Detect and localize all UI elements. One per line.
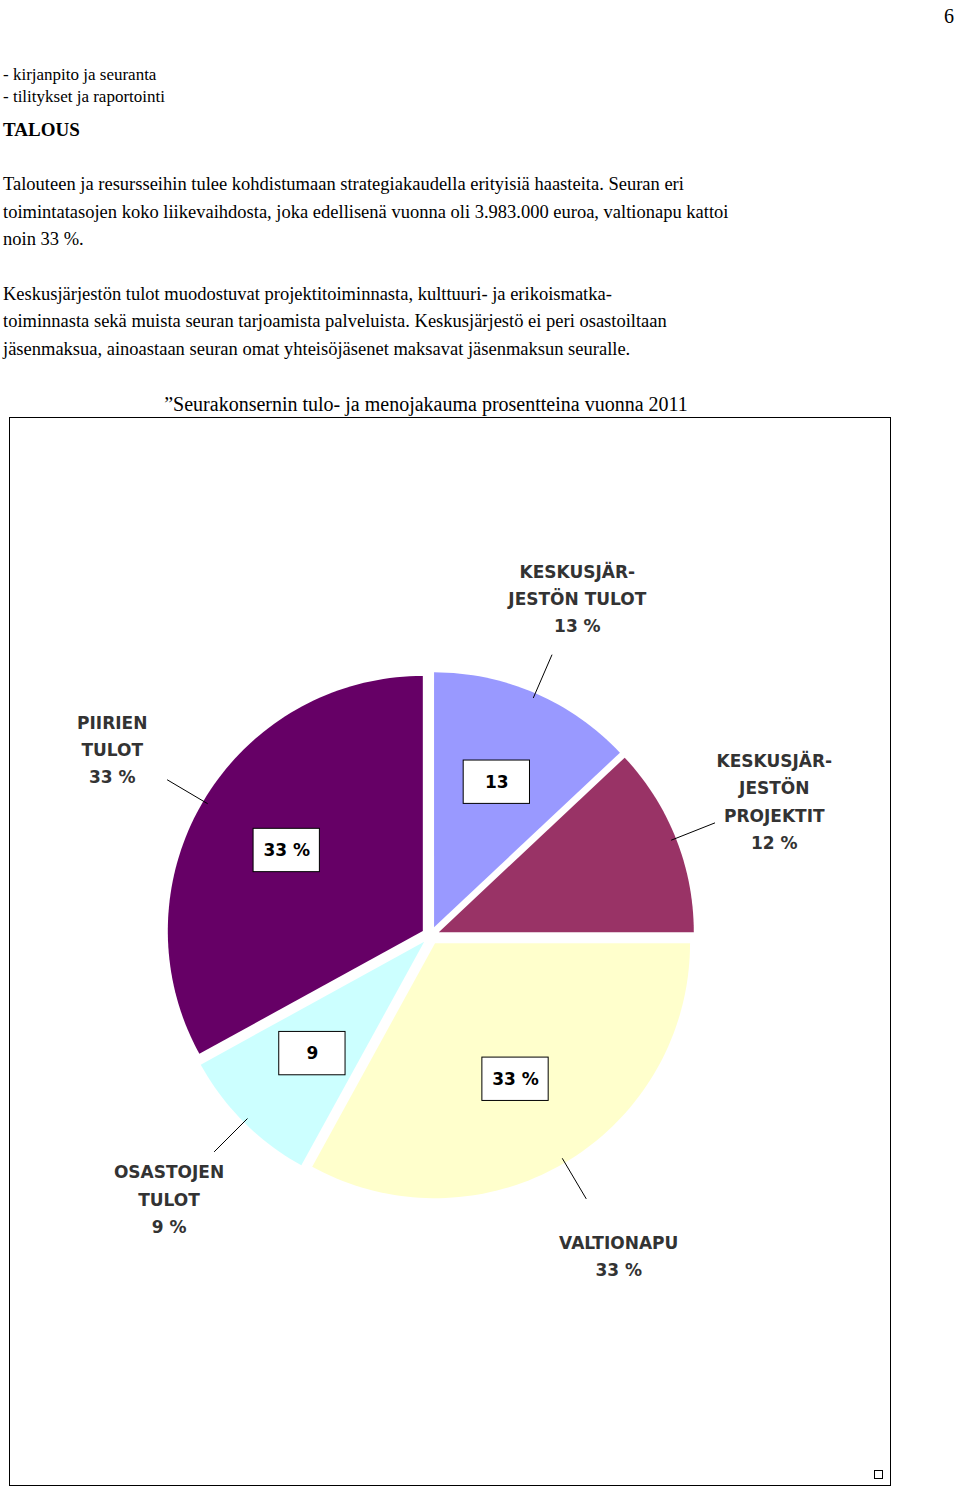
html-text:”Seurakonsernin tulo- ja menoj: ”Seurakonsernin tulo- ja menojakauma pro… — [164, 393, 688, 415]
html-text:toiminnasta sekä muista seuran: toiminnasta sekä muista seuran tarjoamis… — [3, 311, 667, 331]
svg-text:33 %: 33 % — [492, 1069, 539, 1089]
svg-text:9: 9 — [306, 1043, 318, 1063]
html-text:toimintatasojen koko liikevaih: toimintatasojen koko liikevaihdosta, jok… — [3, 201, 729, 222]
html-text:Talouteen ja resursseihin tule: Talouteen ja resursseihin tulee kohdistu… — [3, 174, 684, 194]
svg-text:33 %: 33 % — [263, 840, 310, 860]
svg-text:KESKUSJÄR-JESTÖN TULOT13 %: KESKUSJÄR-JESTÖN TULOT13 % — [507, 561, 646, 636]
html-text:TALOUS: TALOUS — [3, 119, 80, 140]
html-text:Keskusjärjestön tulot muodostu: Keskusjärjestön tulot muodostuvat projek… — [3, 283, 612, 304]
svg-text:VALTIONAPU33 %: VALTIONAPU33 % — [559, 1233, 678, 1280]
html-text:- tilitykset ja raportointi: - tilitykset ja raportointi — [3, 87, 165, 106]
svg-text:PIIRIENTULOT33 %: PIIRIENTULOT33 % — [77, 713, 147, 787]
html-text:- kirjanpito ja seuranta: - kirjanpito ja seuranta — [3, 65, 157, 84]
svg-text:13: 13 — [485, 772, 509, 792]
html-text:noin 33 %.: noin 33 %. — [3, 229, 84, 249]
html-text:6: 6 — [944, 5, 954, 27]
svg-text:KESKUSJÄR-JESTÖNPROJEKTIT12 %: KESKUSJÄR-JESTÖNPROJEKTIT12 % — [716, 750, 832, 853]
svg-text:OSASTOJENTULOT9 %: OSASTOJENTULOT9 % — [114, 1162, 224, 1236]
html-text:jäsenmaksua, ainoastaan seuran: jäsenmaksua, ainoastaan seuran omat yhte… — [3, 338, 631, 359]
